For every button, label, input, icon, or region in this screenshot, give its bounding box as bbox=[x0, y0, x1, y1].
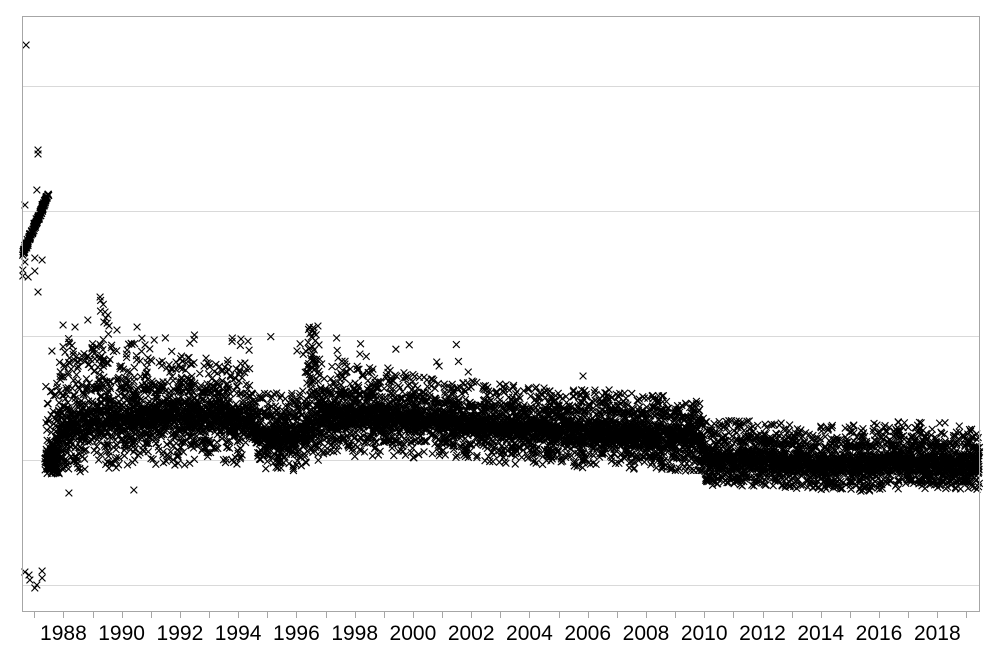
x-axis-tick bbox=[733, 611, 735, 618]
x-axis-tick bbox=[704, 611, 706, 618]
x-axis-tick bbox=[529, 611, 531, 618]
x-axis-tick bbox=[238, 611, 240, 618]
x-axis-label: 2000 bbox=[389, 622, 437, 645]
x-axis-label: 1998 bbox=[331, 622, 379, 645]
x-axis-tick bbox=[34, 611, 36, 618]
x-axis-label: 2016 bbox=[855, 622, 903, 645]
x-axis-label: 1996 bbox=[273, 622, 320, 645]
x-axis-tick bbox=[587, 611, 589, 618]
x-axis-tick bbox=[849, 611, 851, 618]
x-axis-tick bbox=[879, 611, 880, 618]
x-axis-tick bbox=[908, 611, 910, 618]
x-axis-tick bbox=[121, 611, 123, 618]
x-axis-tick bbox=[616, 611, 618, 618]
x-axis-tick bbox=[179, 611, 181, 618]
x-axis-tick bbox=[558, 611, 560, 618]
x-axis-label: 2002 bbox=[447, 622, 495, 645]
x-axis-label: 1990 bbox=[98, 622, 145, 645]
x-axis-tick bbox=[383, 611, 385, 618]
x-axis-label: 2008 bbox=[622, 622, 670, 645]
x-axis-label: 2014 bbox=[797, 622, 845, 645]
x-axis-tick bbox=[354, 611, 356, 618]
x-axis-label: 1988 bbox=[40, 622, 87, 645]
x-axis-tick bbox=[267, 611, 269, 618]
x-axis-tick bbox=[150, 611, 152, 618]
x-axis-tick bbox=[412, 611, 414, 618]
x-axis-tick bbox=[791, 611, 793, 618]
x-axis-tick bbox=[762, 611, 764, 618]
x-axis-tick bbox=[966, 611, 968, 618]
x-axis-label: 2018 bbox=[913, 622, 961, 645]
x-axis-label: 2010 bbox=[680, 622, 728, 645]
x-axis-label: 2004 bbox=[506, 622, 553, 645]
x-axis-tick bbox=[209, 611, 210, 618]
x-axis-tick bbox=[442, 611, 444, 618]
x-axis-tick bbox=[646, 611, 647, 618]
x-axis-tick bbox=[675, 611, 677, 618]
x-axis-tick bbox=[820, 611, 822, 618]
x-axis-tick bbox=[937, 611, 939, 618]
x-axis-tick bbox=[92, 611, 94, 618]
x-axis-tick bbox=[471, 611, 473, 618]
x-axis-tick bbox=[500, 611, 502, 618]
x-axis-label: 1992 bbox=[156, 622, 204, 645]
x-axis-label: 2012 bbox=[739, 622, 786, 645]
plot-area-border bbox=[22, 16, 980, 612]
x-axis-tick bbox=[296, 611, 298, 618]
x-axis-tick bbox=[63, 611, 65, 618]
x-axis-label: 1994 bbox=[214, 622, 262, 645]
x-axis-tick bbox=[325, 611, 327, 618]
x-axis-label: 2006 bbox=[564, 622, 612, 645]
